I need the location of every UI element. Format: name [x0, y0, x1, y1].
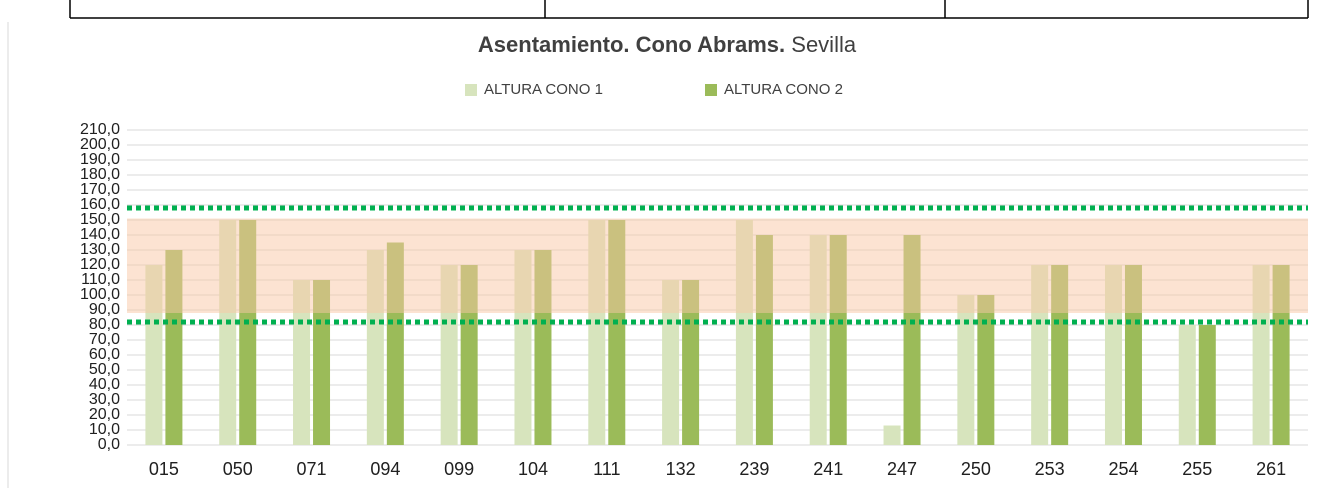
- x-tick-label: 239: [739, 459, 769, 479]
- x-tick-label: 241: [813, 459, 843, 479]
- y-tick-label: 200,0: [80, 136, 120, 153]
- bar: [662, 280, 680, 445]
- x-tick-label: 250: [961, 459, 991, 479]
- tolerance-band: [127, 218, 1308, 313]
- x-tick-label: 094: [370, 459, 400, 479]
- y-tick-label: 180,0: [80, 166, 120, 183]
- x-tick-label: 015: [149, 459, 179, 479]
- bar: [1178, 325, 1196, 445]
- bar: [1198, 325, 1216, 445]
- y-tick-label: 90,0: [89, 301, 120, 318]
- x-tick-label: 255: [1182, 459, 1212, 479]
- y-tick-label: 130,0: [80, 241, 120, 258]
- y-tick-label: 40,0: [89, 376, 120, 393]
- bar: [957, 295, 975, 445]
- y-tick-label: 110,0: [81, 271, 120, 288]
- x-tick-label: 071: [297, 459, 327, 479]
- legend-swatch: [465, 84, 477, 96]
- chart-title: Asentamiento. Cono Abrams. Sevilla: [478, 32, 857, 57]
- y-tick-label: 50,0: [89, 361, 120, 378]
- y-tick-label: 60,0: [89, 346, 120, 363]
- y-tick-label: 120,0: [80, 256, 120, 273]
- legend-swatch: [705, 84, 717, 96]
- bar: [883, 425, 901, 445]
- x-tick-label: 104: [518, 459, 548, 479]
- legend-label: ALTURA CONO 2: [724, 81, 843, 98]
- x-tick-label: 253: [1035, 459, 1065, 479]
- x-tick-label: 261: [1256, 459, 1286, 479]
- y-tick-label: 170,0: [80, 181, 120, 198]
- y-tick-label: 160,0: [80, 196, 120, 213]
- table-border: [69, 0, 1309, 19]
- x-tick-label: 247: [887, 459, 917, 479]
- subtitle: Sevilla: [791, 32, 857, 57]
- y-tick-label: 20,0: [89, 406, 120, 423]
- y-tick-label: 150,0: [80, 211, 120, 228]
- x-tick-label: 099: [444, 459, 474, 479]
- y-tick-label: 30,0: [89, 391, 120, 408]
- bar: [977, 295, 995, 445]
- legend-label: ALTURA CONO 1: [484, 81, 603, 98]
- title: Asentamiento. Cono Abrams.: [478, 32, 785, 57]
- x-tick-label: 254: [1108, 459, 1138, 479]
- y-tick-label: 210,0: [80, 121, 120, 138]
- y-tick-label: 80,0: [89, 316, 120, 333]
- x-tick-label: 132: [666, 459, 696, 479]
- bar: [293, 280, 311, 445]
- y-tick-label: 10,0: [89, 421, 120, 438]
- x-tick-label: 050: [223, 459, 253, 479]
- x-tick-label: 111: [593, 459, 620, 479]
- y-tick-label: 100,0: [80, 286, 120, 303]
- y-tick-label: 0,0: [98, 436, 120, 453]
- y-tick-label: 190,0: [80, 151, 120, 168]
- y-tick-label: 70,0: [89, 331, 120, 348]
- y-tick-label: 140,0: [80, 226, 120, 243]
